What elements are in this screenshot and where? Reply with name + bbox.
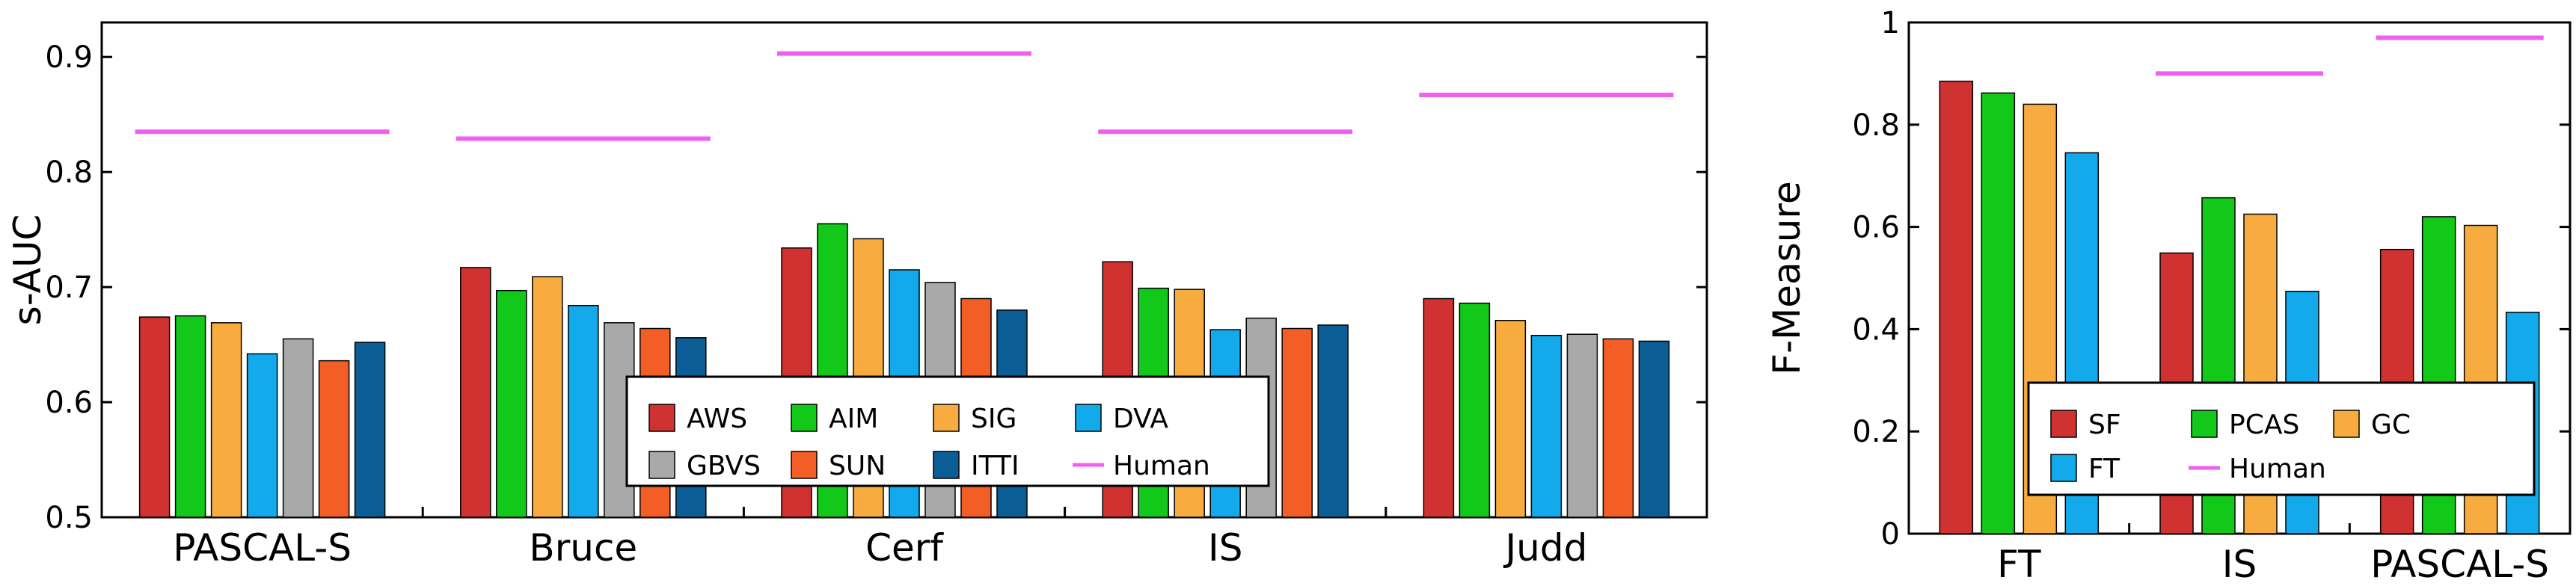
legend-label-itti: ITTI [971, 451, 1019, 481]
y-tick-label: 0.4 [1852, 312, 1900, 347]
legend-label-aws: AWS [687, 404, 747, 434]
y-tick-label: 0.6 [1852, 211, 1900, 245]
legend: SF PCAS GC FT Human [2027, 381, 2536, 496]
x-category-label: Bruce [529, 526, 637, 570]
f-measure-chart: 0 0.2 0.4 0.6 0.8 1 F-Measure FT IS PASCAL-S SF PCA… [1765, 6, 2572, 586]
legend-label-sf: SF [2088, 410, 2121, 440]
y-tick-label: 0.9 [45, 40, 93, 75]
bar-aws-judd [1423, 297, 1455, 518]
legend-swatch-dva [1075, 404, 1102, 432]
bar-aws-pascal-s [138, 316, 171, 518]
bar-sun-judd [1602, 338, 1634, 518]
legend-label-gc: GC [2371, 410, 2411, 440]
legend-label-dva: DVA [1113, 404, 1168, 434]
x-category-label: IS [1208, 526, 1242, 570]
bar-sf-ft [1939, 80, 1974, 534]
legend-label-ft: FT [2088, 454, 2120, 484]
x-category-label: PASCAL-S [173, 526, 352, 570]
bar-gbvs-pascal-s [282, 338, 314, 518]
legend-label-aim: AIM [829, 404, 878, 434]
legend-swatch-gbvs [648, 451, 675, 479]
bar-itti-pascal-s [354, 342, 386, 518]
legend-swatch-pcas [2191, 410, 2218, 438]
x-category-label: FT [1997, 543, 2041, 586]
bar-sun-pascal-s [318, 360, 350, 518]
legend-label-human: Human [2229, 454, 2326, 484]
bar-dva-judd [1530, 335, 1563, 518]
legend: AWS AIM SIG DVA GBVS SUN ITTI Human [625, 375, 1270, 487]
legend-swatch-aws [648, 404, 675, 432]
y-axis-label: F-Measure [1765, 181, 1809, 374]
bar-gbvs-judd [1566, 333, 1598, 518]
legend-label-human: Human [1113, 451, 1210, 481]
bar-aim-bruce [496, 289, 527, 518]
x-category-label: Judd [1503, 526, 1587, 570]
bar-dva-pascal-s [246, 353, 278, 518]
legend-label-gbvs: GBVS [687, 451, 761, 481]
y-tick-label: 0.8 [1852, 108, 1900, 143]
legend-swatch-sun [791, 451, 818, 479]
s-auc-chart: 0.5 0.6 0.7 0.8 0.9 s-AUC PASCAL-S Bruce Cerf IS J… [6, 21, 1708, 570]
bar-sun-is [1281, 327, 1313, 518]
x-category-label: Cerf [865, 526, 944, 570]
legend-label-sig: SIG [971, 404, 1016, 434]
y-tick-label: 0.7 [45, 271, 93, 305]
y-tick-label: 0 [1881, 517, 1900, 552]
y-tick-label: 0.5 [45, 501, 93, 535]
legend-swatch-itti [933, 451, 960, 479]
bar-sig-pascal-s [210, 322, 242, 518]
x-category-label: PASCAL-S [2370, 543, 2549, 586]
legend-swatch-gc [2333, 410, 2360, 438]
y-tick-label: 1 [1881, 6, 1900, 40]
legend-label-pcas: PCAS [2229, 410, 2299, 440]
y-axis-label: s-AUC [6, 215, 49, 326]
legend-box [2027, 381, 2536, 496]
bar-aim-judd [1459, 302, 1491, 518]
x-category-label: IS [2222, 543, 2257, 586]
legend-swatch-aim [791, 404, 818, 432]
y-tick-label: 0.8 [45, 155, 93, 190]
bar-dva-bruce [568, 304, 599, 518]
legend-label-sun: SUN [829, 451, 886, 481]
bar-sig-judd [1494, 319, 1527, 518]
legend-swatch-ft [2050, 454, 2077, 482]
bar-aim-pascal-s [174, 315, 206, 518]
plot-frame [1907, 21, 2572, 535]
bar-itti-is [1317, 324, 1349, 518]
bar-sig-bruce [532, 276, 563, 518]
bar-itti-judd [1638, 340, 1670, 518]
legend-swatch-sf [2050, 410, 2077, 438]
bar-aws-bruce [460, 267, 491, 518]
legend-swatch-sig [933, 404, 960, 432]
y-tick-label: 0.6 [45, 386, 93, 420]
bar-pcas-ft [1981, 92, 2016, 534]
y-tick-label: 0.2 [1852, 415, 1900, 449]
